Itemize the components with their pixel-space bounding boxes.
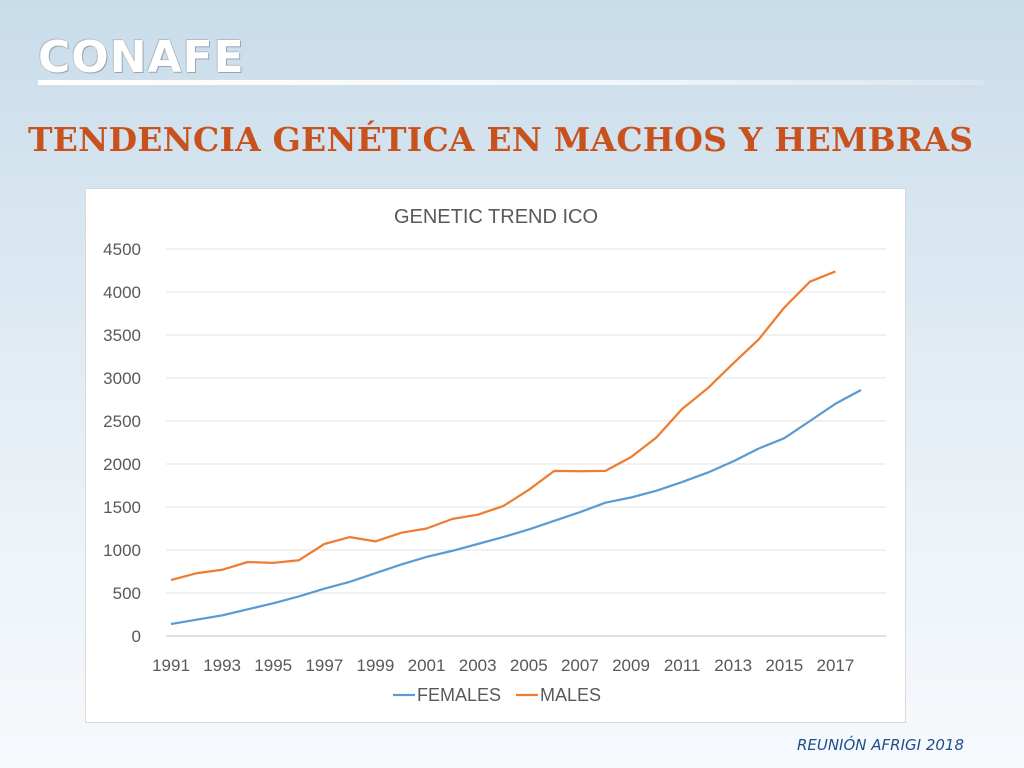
chart-title: GENETIC TREND ICO [394, 206, 598, 228]
x-tick-label: 2003 [459, 656, 497, 675]
x-tick-label: 1995 [254, 656, 292, 675]
x-tick-label: 2013 [714, 656, 752, 675]
y-tick-label: 3500 [103, 326, 141, 345]
y-tick-label: 3000 [103, 369, 141, 388]
slide-title: TENDENCIA GENÉTICA EN MACHOS Y HEMBRAS [28, 120, 974, 159]
x-tick-label: 1997 [305, 656, 343, 675]
y-tick-label: 1500 [103, 498, 141, 517]
x-tick-label: 2005 [510, 656, 548, 675]
x-tick-label: 2009 [612, 656, 650, 675]
y-tick-label: 2500 [103, 412, 141, 431]
y-tick-label: 4000 [103, 283, 141, 302]
y-tick-label: 4500 [103, 240, 141, 259]
legend-label-males: MALES [540, 685, 601, 705]
logo-divider [38, 80, 984, 85]
y-tick-label: 0 [132, 627, 141, 646]
chart-container: GENETIC TREND ICO 0 500 1000 1500 2000 2500 300… [85, 188, 906, 723]
x-tick-label: 1999 [357, 656, 395, 675]
x-tick-label: 2017 [817, 656, 855, 675]
x-tick-label: 2011 [664, 656, 701, 675]
series-line-males [170, 270, 836, 582]
x-tick-label: 2015 [765, 656, 803, 675]
x-tick-label: 1993 [203, 656, 241, 675]
legend-label-females: FEMALES [417, 685, 501, 705]
y-tick-label: 500 [113, 584, 141, 603]
y-tick-label: 1000 [103, 541, 141, 560]
footer-text: REUNIÓN AFRIGI 2018 [796, 736, 964, 754]
x-tick-label: 2007 [561, 656, 599, 675]
y-tick-label: 2000 [103, 455, 141, 474]
x-tick-label: 1991 [152, 656, 190, 675]
line-chart: GENETIC TREND ICO 0 500 1000 1500 2000 2500 300… [103, 206, 886, 705]
x-tick-label: 2001 [408, 656, 446, 675]
conafe-logo: CONAFE [38, 32, 245, 83]
series-line-females [170, 389, 862, 626]
